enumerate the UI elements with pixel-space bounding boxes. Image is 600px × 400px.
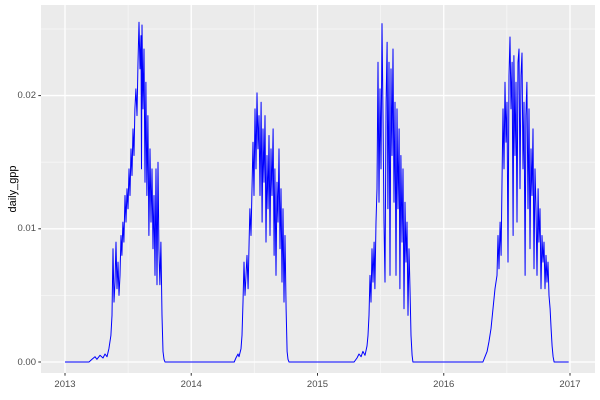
y-tick-label: 0.00	[17, 356, 37, 368]
grid-major-lines	[41, 5, 595, 373]
gpp-line-series	[65, 21, 569, 363]
y-tick-label: 0.02	[17, 90, 37, 102]
x-tick-label: 2015	[306, 379, 329, 390]
x-tick-label: 2017	[559, 379, 581, 390]
axis-tick-marks	[38, 95, 571, 376]
x-tick-label: 2014	[180, 379, 202, 390]
x-tick-label: 2013	[54, 379, 76, 390]
y-tick-label: 0.01	[17, 223, 37, 235]
y-axis-title: daily_gpp	[7, 165, 19, 213]
x-tick-label: 2016	[433, 379, 455, 390]
